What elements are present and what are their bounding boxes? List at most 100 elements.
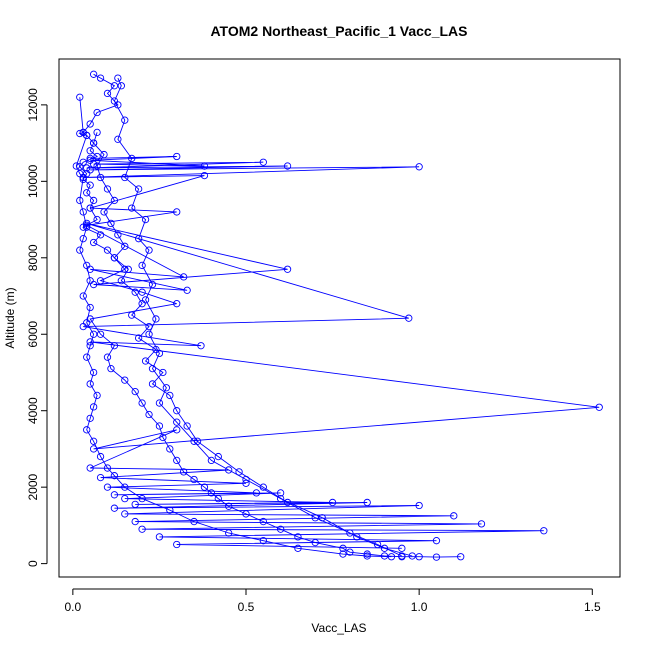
data-point bbox=[197, 342, 205, 350]
data-point bbox=[276, 489, 285, 497]
data-point bbox=[173, 152, 181, 161]
data-point bbox=[283, 498, 292, 507]
data-point bbox=[103, 246, 112, 254]
data-point bbox=[134, 235, 143, 243]
data-point bbox=[200, 483, 209, 491]
data-point bbox=[79, 208, 87, 216]
data-point bbox=[83, 426, 91, 434]
data-point bbox=[339, 550, 347, 558]
y-axis: 0 2000 4000 6000 8000 10000 12000 bbox=[26, 88, 48, 567]
plot-area bbox=[58, 58, 621, 578]
data-point bbox=[162, 384, 171, 392]
data-point bbox=[76, 246, 84, 254]
data-point bbox=[110, 82, 119, 90]
data-point bbox=[86, 414, 94, 423]
data-point bbox=[200, 171, 209, 180]
data-point bbox=[86, 303, 94, 312]
data-point bbox=[328, 498, 337, 507]
data-point bbox=[387, 553, 396, 561]
data-point bbox=[173, 418, 181, 426]
y-tick-label: 2000 bbox=[26, 473, 40, 500]
data-point bbox=[225, 529, 233, 537]
data-point bbox=[415, 501, 423, 510]
series-line bbox=[83, 156, 600, 549]
y-tick-label: 8000 bbox=[26, 244, 40, 271]
data-point bbox=[173, 208, 181, 216]
data-point bbox=[89, 437, 98, 445]
data-point bbox=[110, 97, 119, 105]
data-point bbox=[76, 196, 84, 205]
x-tick-label: 1.5 bbox=[584, 600, 601, 614]
data-point bbox=[363, 550, 371, 558]
series-line bbox=[75, 97, 392, 558]
data-point bbox=[148, 365, 157, 373]
data-point bbox=[121, 510, 129, 518]
data-point bbox=[86, 147, 94, 155]
y-axis-label: Altitude (m) bbox=[3, 287, 17, 348]
data-point bbox=[86, 181, 94, 189]
series-3 bbox=[72, 93, 396, 561]
series-layer bbox=[72, 70, 603, 561]
data-point bbox=[450, 512, 458, 520]
data-point bbox=[96, 74, 105, 82]
data-point bbox=[89, 70, 98, 78]
data-point bbox=[190, 517, 198, 526]
data-point bbox=[380, 544, 389, 552]
data-point bbox=[166, 445, 174, 453]
plot-frame bbox=[58, 58, 621, 578]
data-point bbox=[89, 368, 98, 377]
data-point bbox=[259, 517, 267, 526]
data-point bbox=[148, 380, 157, 388]
data-point bbox=[190, 437, 198, 445]
data-point bbox=[100, 208, 108, 216]
data-point bbox=[145, 410, 153, 419]
data-point bbox=[166, 506, 174, 514]
data-point bbox=[89, 238, 98, 247]
data-point bbox=[134, 334, 143, 342]
data-point bbox=[398, 544, 406, 552]
data-point bbox=[110, 196, 119, 205]
data-point bbox=[155, 422, 164, 430]
data-point bbox=[173, 456, 181, 465]
data-point bbox=[235, 468, 243, 476]
data-point bbox=[83, 131, 91, 140]
data-point bbox=[83, 353, 91, 361]
data-point bbox=[141, 215, 150, 224]
data-point bbox=[89, 196, 98, 205]
data-point bbox=[432, 537, 441, 545]
data-point bbox=[183, 286, 191, 294]
data-point bbox=[93, 215, 101, 224]
y-tick-label: 6000 bbox=[26, 321, 40, 348]
data-point bbox=[89, 403, 98, 411]
data-point bbox=[86, 380, 94, 388]
data-point bbox=[103, 185, 112, 193]
data-point bbox=[405, 314, 413, 322]
data-point bbox=[83, 223, 91, 231]
data-point bbox=[131, 517, 139, 526]
data-point bbox=[159, 368, 167, 377]
data-point bbox=[477, 520, 486, 528]
data-point bbox=[86, 204, 94, 212]
data-point bbox=[79, 175, 87, 184]
data-point bbox=[363, 498, 371, 507]
data-point bbox=[183, 422, 191, 430]
data-point bbox=[294, 544, 302, 552]
data-point bbox=[207, 456, 216, 465]
data-point bbox=[128, 311, 136, 319]
data-point bbox=[76, 93, 84, 101]
data-point bbox=[408, 552, 416, 560]
data-point bbox=[96, 330, 105, 338]
data-point bbox=[121, 483, 129, 491]
data-point bbox=[121, 242, 129, 250]
data-point bbox=[83, 189, 91, 197]
y-tick-label: 4000 bbox=[26, 397, 40, 424]
data-point bbox=[128, 154, 136, 163]
data-point bbox=[141, 357, 150, 365]
data-point bbox=[96, 452, 105, 461]
data-point bbox=[207, 489, 216, 497]
data-point bbox=[96, 173, 105, 182]
data-point bbox=[79, 235, 87, 243]
data-point bbox=[121, 376, 129, 384]
data-point bbox=[131, 500, 139, 509]
data-point bbox=[166, 391, 174, 400]
